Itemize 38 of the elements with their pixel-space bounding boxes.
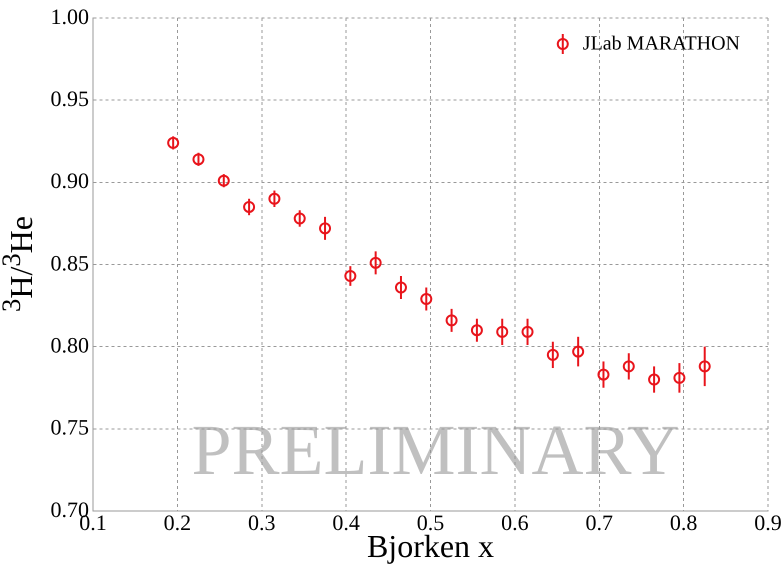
point: [294, 212, 306, 224]
y-tick-label: 0.90: [50, 168, 89, 194]
x-tick-label: 0.9: [754, 510, 782, 535]
y-tick-label: 0.95: [50, 86, 89, 111]
point: [622, 360, 635, 372]
x-tick-label: 0.3: [248, 510, 276, 535]
y-tick-label: 0.75: [50, 414, 89, 440]
point: [268, 192, 280, 205]
point: [319, 222, 332, 234]
point: [572, 346, 584, 358]
point: [698, 360, 711, 372]
point: [673, 372, 686, 384]
point: [470, 324, 483, 336]
x-tick-label: 0.8: [670, 510, 698, 535]
point: [192, 153, 204, 166]
point: [648, 374, 660, 386]
point: [167, 136, 180, 149]
x-tick-label: 0.6: [501, 510, 529, 535]
point: [546, 348, 559, 361]
x-tick-label: 0.5: [416, 510, 444, 535]
point: [243, 200, 256, 213]
point: [597, 368, 610, 381]
y-tick-label: 0.85: [50, 250, 89, 276]
point: [446, 314, 458, 326]
legend-label: JLab MARATHON: [582, 32, 740, 54]
point: [420, 293, 432, 306]
x-tick-label: 0.2: [164, 510, 192, 535]
point: [370, 256, 382, 269]
annotation: PRELIMINARY: [191, 410, 680, 490]
y-tick-label: 1.00: [50, 4, 89, 29]
point: [496, 326, 508, 338]
point: [394, 282, 407, 294]
y-tick-label: 0.80: [50, 332, 89, 358]
x-tick-label: 0.4: [332, 510, 360, 535]
point: [344, 270, 356, 282]
x-tick-label: 0.7: [586, 510, 613, 535]
point: [522, 326, 534, 338]
point: [218, 174, 230, 187]
